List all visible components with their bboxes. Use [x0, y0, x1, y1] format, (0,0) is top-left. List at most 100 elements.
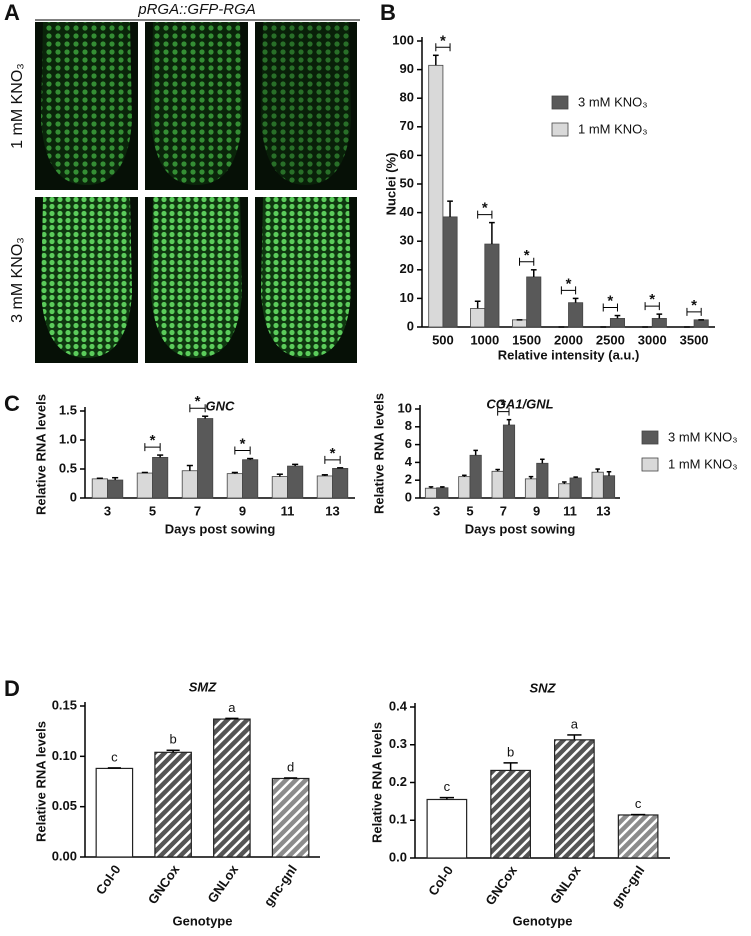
bar [271, 777, 310, 858]
panel-label: C [4, 391, 20, 416]
y-tick-label: 0 [407, 318, 414, 333]
significance-bracket [189, 404, 206, 413]
significance-letter: b [507, 744, 514, 759]
y-axis-title: Relative RNA levels [33, 394, 48, 515]
error-bar [337, 467, 344, 469]
panel-title: pRGA::GFP-RGA [137, 1, 256, 18]
x-tick-label: gnc-gnl [261, 862, 300, 909]
micrographs [35, 22, 357, 363]
y-tick-label: 10 [398, 400, 412, 415]
bar [287, 465, 304, 499]
x-tick-label: 11 [281, 503, 295, 518]
significance-star: * [607, 293, 613, 310]
root-tip [41, 197, 132, 358]
y-tick-label: 0.15 [52, 697, 77, 712]
bar [484, 243, 500, 328]
chart-title: GNC [206, 398, 236, 413]
y-tick-label: 0.1 [389, 812, 407, 827]
y-tick-label: 80 [400, 90, 414, 105]
bar [271, 476, 288, 499]
significance-star: * [649, 291, 655, 308]
x-tick-label: GNCox [482, 862, 520, 907]
significance-letter: d [287, 759, 294, 774]
error-bar [202, 415, 209, 419]
bar [490, 769, 531, 859]
error-bar [292, 463, 299, 467]
bar [152, 456, 169, 499]
error-bar [186, 464, 193, 471]
significance-star: * [566, 275, 572, 292]
chart-title: CGA1/GNL [486, 396, 553, 411]
y-tick-label: 0.5 [59, 460, 77, 475]
bar [693, 319, 709, 328]
y-tick-label: 2 [405, 472, 412, 487]
legend-label: 3 mM KNO₃ [578, 94, 648, 109]
error-bar [573, 476, 578, 478]
significance-bracket [497, 407, 510, 416]
error-bar [503, 762, 518, 771]
x-tick-label: 13 [596, 503, 610, 518]
significance-letter: c [635, 796, 642, 811]
error-bar [567, 734, 582, 740]
significance-star: * [150, 432, 156, 449]
bar [651, 318, 667, 328]
x-tick-label: 2500 [596, 332, 625, 347]
error-bar [595, 468, 600, 473]
y-tick-label: 0.0 [389, 849, 407, 864]
root-tip [261, 22, 351, 185]
significance-star: * [500, 397, 506, 414]
x-tick-label: Col-0 [93, 862, 124, 897]
y-tick-label: 0.3 [389, 736, 407, 751]
error-bar [606, 470, 612, 476]
y-tick-label: 8 [405, 418, 412, 433]
significance-star: * [195, 393, 201, 410]
panel-label: B [380, 0, 396, 25]
significance-bracket [686, 307, 702, 316]
y-tick-label: 10 [400, 290, 414, 305]
error-bar [432, 54, 439, 66]
y-tick-label: 1.0 [59, 431, 77, 446]
root-tip [41, 22, 132, 185]
bar [242, 459, 259, 499]
y-tick-label: 0.10 [52, 748, 77, 763]
y-tick-label: 0 [405, 489, 412, 504]
y-tick-label: 0.05 [52, 798, 77, 813]
significance-letter: a [228, 700, 236, 715]
bar [436, 487, 449, 499]
x-tick-label: 9 [239, 503, 246, 518]
y-tick-label: 0.00 [52, 848, 77, 863]
root-tip [261, 197, 351, 358]
x-tick-label: 7 [500, 503, 507, 518]
x-tick-label: 7 [194, 503, 201, 518]
bar [617, 814, 659, 859]
error-bar [231, 471, 238, 474]
y-axis-title: Relative RNA levels [369, 722, 384, 843]
legend-swatch [641, 430, 659, 445]
error-bar [284, 777, 298, 779]
significance-bracket [519, 257, 535, 266]
error-bar [528, 475, 534, 479]
error-bar [157, 454, 164, 458]
error-bar [562, 481, 567, 484]
x-tick-label: 5 [149, 503, 156, 518]
x-tick-label: GNLox [204, 861, 241, 905]
bar [154, 751, 192, 858]
x-tick-label: 3 [433, 503, 440, 518]
bar [426, 798, 468, 859]
x-axis-title: Relative intensity (a.u.) [498, 347, 640, 362]
significance-star: * [440, 32, 446, 49]
significance-star: * [330, 445, 336, 462]
significance-letter: c [444, 779, 451, 794]
bar [458, 476, 471, 499]
significance-bracket [435, 43, 451, 52]
x-tick-label: 13 [325, 503, 339, 518]
x-tick-label: 3000 [638, 332, 667, 347]
bar [502, 424, 516, 499]
legend-label: 1 mM KNO₃ [668, 456, 738, 471]
significance-star: * [691, 297, 697, 314]
y-tick-label: 0.2 [389, 774, 407, 789]
y-tick-label: 4 [405, 454, 413, 469]
bar [226, 473, 243, 499]
bar [512, 319, 528, 328]
